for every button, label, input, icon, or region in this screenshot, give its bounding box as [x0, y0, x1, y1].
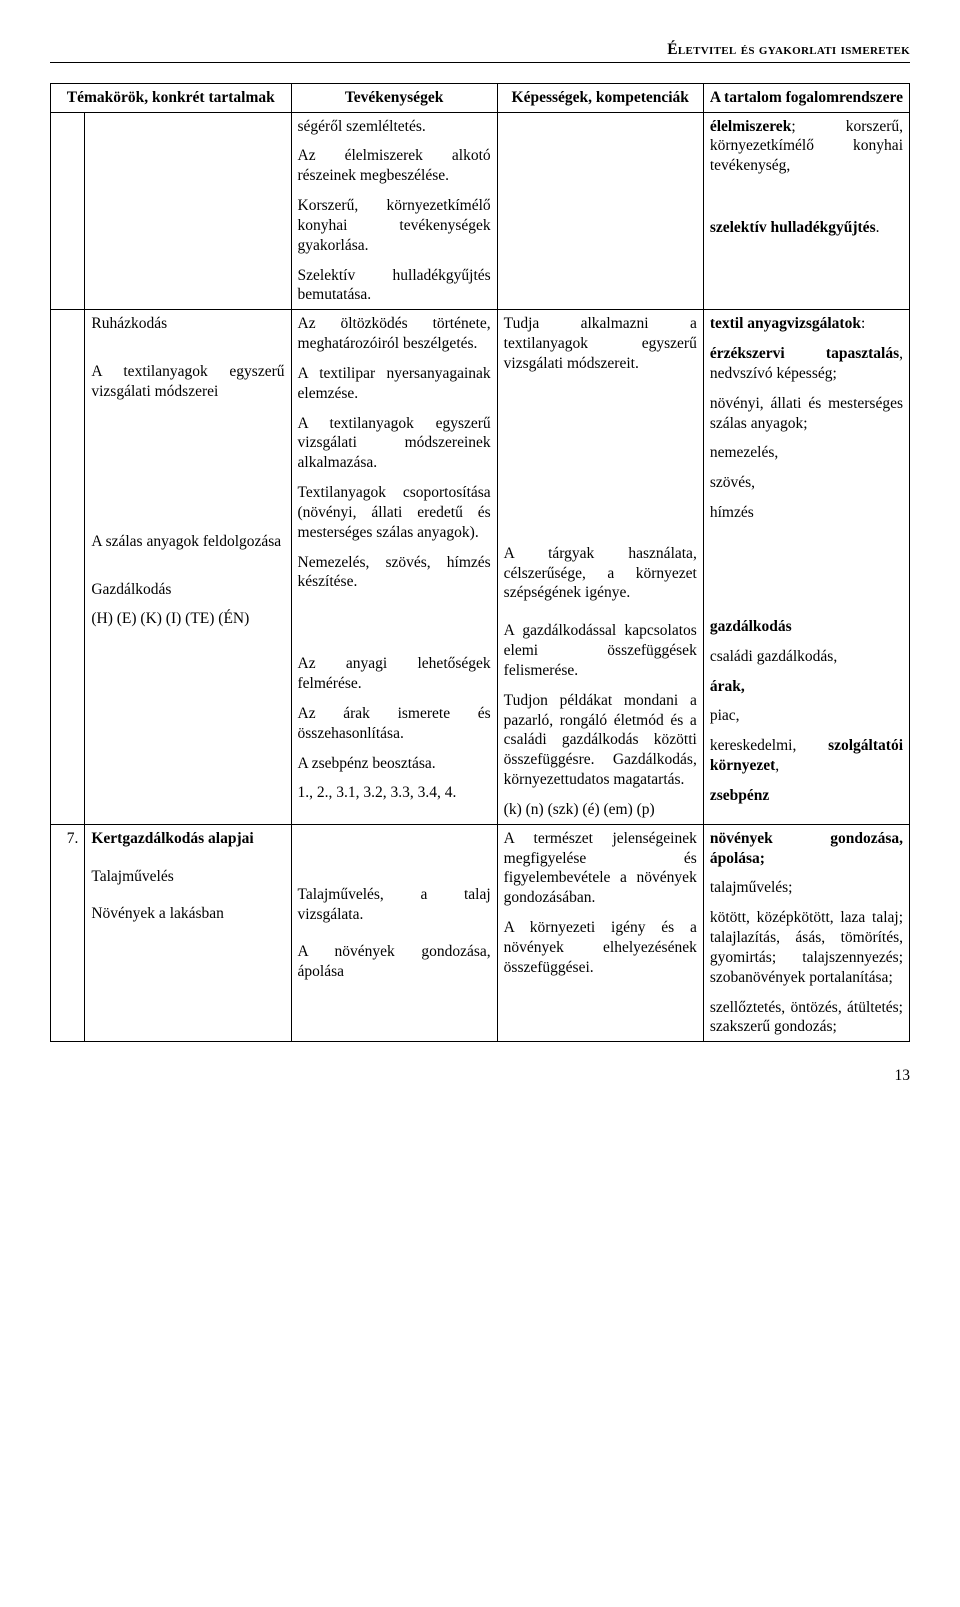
topic-heading: Kertgazdálkodás alapjai — [91, 829, 284, 849]
competencies-cell: A természet jelenségeinek megfigyelése é… — [497, 824, 703, 1041]
cell-text: : — [861, 315, 865, 332]
cell-text: Talajművelés — [91, 867, 284, 887]
cell-text: ségéről szemléltetés. — [298, 117, 491, 137]
page-header: Életvitel és gyakorlati ismeretek — [50, 40, 910, 63]
page-number: 13 — [50, 1066, 910, 1086]
col-header-activities: Tevékenységek — [291, 83, 497, 112]
cell-text: Gazdálkodás — [91, 580, 284, 600]
cell-text: Korszerű, környezetkímélő konyhai tevéke… — [298, 196, 491, 255]
cell-text: . — [876, 219, 880, 236]
row-number: 7. — [51, 824, 85, 1041]
activities-cell: Az öltözködés története, meghatározóiról… — [291, 310, 497, 824]
cell-text: szelektív hulladékgyűjtés. — [710, 218, 903, 238]
concepts-cell: textil anyagvizsgálatok: érzékszervi tap… — [703, 310, 909, 824]
cell-text: Az élelmiszerek alkotó részeinek megbesz… — [298, 146, 491, 186]
bold-term: textil anyagvizsgálatok — [710, 315, 861, 332]
cell-text: érzékszervi tapasztalás, nedvszívó képes… — [710, 344, 903, 384]
cell-text: kötött, középkötött, laza talaj; talajla… — [710, 908, 903, 987]
bold-term: zsebpénz — [710, 786, 903, 806]
cell-text: Nemezelés, szövés, hímzés készítése. — [298, 553, 491, 593]
cell-text: szellőztetés, öntözés, átültetés; szaksz… — [710, 998, 903, 1038]
table-row: ségéről szemléltetés. Az élelmiszerek al… — [51, 112, 910, 310]
cell-text: A textilipar nyersanyagainak elemzése. — [298, 364, 491, 404]
cell-text: talajművelés; — [710, 878, 903, 898]
cell-text: A textilanyagok egyszerű vizsgálati móds… — [91, 362, 284, 402]
cell-text: növényi, állati és mesterséges szálas an… — [710, 394, 903, 434]
bold-term: növények gondozása, ápolása; — [710, 829, 903, 869]
cell-text: , — [775, 757, 779, 774]
table-row: Ruházkodás A textilanyagok egyszerű vizs… — [51, 310, 910, 824]
cell-text: Talajművelés, a talaj vizsgálata. — [298, 885, 491, 925]
cell-text: piac, — [710, 706, 903, 726]
cell-text: textil anyagvizsgálatok: — [710, 314, 903, 334]
topics-cell — [85, 112, 291, 310]
cell-text: A növények gondozása, ápolása — [298, 942, 491, 982]
cell-text: hímzés — [710, 503, 903, 523]
concepts-cell: élelmiszerek; korszerű, környezetkímélő … — [703, 112, 909, 310]
cell-text: kereskedelmi, szolgáltatói környezet, — [710, 736, 903, 776]
cell-text: Az anyagi lehetőségek felmérése. — [298, 654, 491, 694]
cell-text: A zsebpénz beosztása. — [298, 754, 491, 774]
activities-cell: Talajművelés, a talaj vizsgálata. A növé… — [291, 824, 497, 1041]
cell-text: kereskedelmi, — [710, 737, 828, 754]
bold-term: élelmiszerek — [710, 118, 791, 135]
cell-text: Tudja alkalmazni a textilanyagok egyszer… — [504, 314, 697, 373]
competencies-cell — [497, 112, 703, 310]
col-header-topics: Témakörök, konkrét tartalmak — [51, 83, 292, 112]
bold-term: gazdálkodás — [710, 617, 903, 637]
row-number — [51, 310, 85, 824]
col-header-concepts: A tartalom fogalomrendszere — [703, 83, 909, 112]
cell-text: Textilanyagok csoportosítása (növényi, á… — [298, 483, 491, 542]
col-header-competencies: Képességek, kompetenciák — [497, 83, 703, 112]
cell-text: (H) (E) (K) (I) (TE) (ÉN) — [91, 609, 284, 629]
activities-cell: ségéről szemléltetés. Az élelmiszerek al… — [291, 112, 497, 310]
bold-term: érzékszervi tapasztalás — [710, 345, 899, 362]
cell-text: Növények a lakásban — [91, 904, 284, 924]
cell-text: Szelektív hulladékgyűjtés bemutatása. — [298, 266, 491, 306]
cell-text: 1., 2., 3.1, 3.2, 3.3, 3.4, 4. — [298, 783, 491, 803]
table-header-row: Témakörök, konkrét tartalmak Tevékenység… — [51, 83, 910, 112]
cell-text: Tudjon példákat mondani a pazarló, rongá… — [504, 691, 697, 790]
bold-term: szelektív hulladékgyűjtés — [710, 219, 876, 236]
cell-text: A szálas anyagok feldolgozása — [91, 532, 284, 552]
cell-text: Az öltözködés története, meghatározóiról… — [298, 314, 491, 354]
cell-text: élelmiszerek; korszerű, környezetkímélő … — [710, 117, 903, 176]
bold-term: árak, — [710, 677, 903, 697]
cell-text: A gazdálkodással kapcsolatos elemi össze… — [504, 621, 697, 680]
cell-text: A tárgyak használata, célszerűsége, a kö… — [504, 544, 697, 603]
cell-text: Az árak ismerete és összehasonlítása. — [298, 704, 491, 744]
concepts-cell: növények gondozása, ápolása; talajművelé… — [703, 824, 909, 1041]
cell-text: A textilanyagok egyszerű vizsgálati móds… — [298, 414, 491, 473]
topics-cell: Kertgazdálkodás alapjai Talajművelés Növ… — [85, 824, 291, 1041]
topics-cell: Ruházkodás A textilanyagok egyszerű vizs… — [85, 310, 291, 824]
competencies-cell: Tudja alkalmazni a textilanyagok egyszer… — [497, 310, 703, 824]
row-number — [51, 112, 85, 310]
curriculum-table: Témakörök, konkrét tartalmak Tevékenység… — [50, 83, 910, 1042]
cell-text: A természet jelenségeinek megfigyelése é… — [504, 829, 697, 908]
cell-text: családi gazdálkodás, — [710, 647, 903, 667]
cell-text: Ruházkodás — [91, 314, 284, 334]
cell-text: nemezelés, — [710, 443, 903, 463]
cell-text: szövés, — [710, 473, 903, 493]
cell-text: A környezeti igény és a növények elhelye… — [504, 918, 697, 977]
table-row: 7. Kertgazdálkodás alapjai Talajművelés … — [51, 824, 910, 1041]
cell-text: (k) (n) (szk) (é) (em) (p) — [504, 800, 697, 820]
